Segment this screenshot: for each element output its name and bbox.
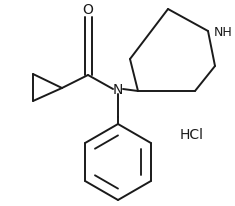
Text: O: O (82, 3, 94, 17)
Text: NH: NH (214, 25, 233, 38)
Text: N: N (113, 83, 123, 97)
Text: HCl: HCl (180, 127, 204, 141)
